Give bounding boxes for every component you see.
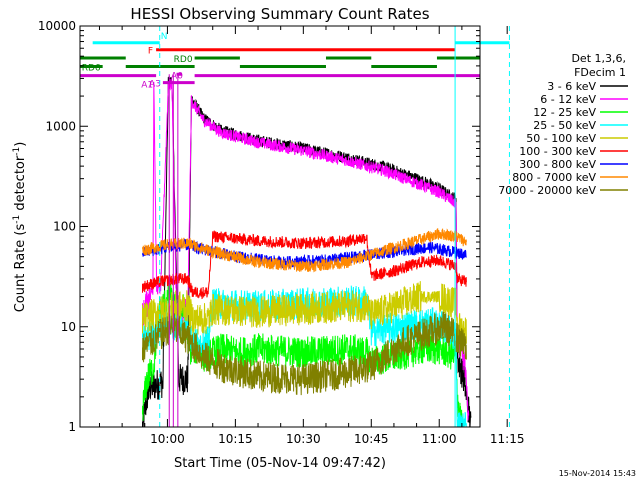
legend-label-6: 300 - 800 keV	[519, 158, 596, 171]
legend-label-0: 3 - 6 keV	[547, 80, 596, 93]
series-line-4	[142, 281, 467, 346]
legend-label-3: 25 - 50 keV	[533, 119, 596, 132]
flag-label-a3: A3	[149, 80, 161, 90]
legend-label-8: 7000 - 20000 keV	[498, 184, 596, 197]
series-line-7	[142, 228, 467, 273]
y-axis-label: Count Rate (s-1 detector-1)	[12, 142, 28, 313]
flag-label-f: F	[148, 47, 153, 57]
legend-header-2: FDecim 1	[574, 66, 626, 79]
series-layer	[142, 76, 472, 427]
y-tick-label-1: 10	[61, 320, 76, 334]
series-line-8	[142, 311, 467, 396]
y-axis-label-mid: detector	[13, 155, 28, 215]
x-tick-label-0: 10:00	[150, 432, 185, 446]
x-tick-label-2: 10:30	[286, 432, 321, 446]
flag-label-n: N	[161, 32, 168, 42]
y-tick-label-3: 1000	[45, 119, 76, 133]
legend-label-5: 100 - 300 keV	[519, 145, 596, 158]
x-axis-label: Start Time (05-Nov-14 09:47:42)	[174, 456, 386, 471]
legend-label-4: 50 - 100 keV	[526, 132, 596, 145]
y-axis-label-sup1: -1	[12, 215, 22, 224]
flag-label-a1: A1	[141, 81, 153, 91]
series-line-5	[142, 230, 467, 300]
chart-title: HESSI Observing Summary Count Rates	[130, 5, 429, 23]
x-tick-label-4: 11:00	[422, 432, 457, 446]
legend-label-7: 800 - 7000 keV	[512, 171, 596, 184]
series-line-1	[142, 78, 470, 421]
legend-header-1: Det 1,3,6,	[571, 52, 626, 65]
x-tick-label-3: 10:45	[354, 432, 389, 446]
y-axis-label-sup2: -1	[12, 147, 22, 156]
legend-label-2: 12 - 25 keV	[533, 106, 596, 119]
axes-layer: 10:00 10:15 10:30 10:45 11:00 11:15 1 10 100 1000…	[38, 19, 525, 446]
y-axis-label-main: Count Rate (s	[13, 224, 28, 313]
footer-timestamp: 15-Nov-2014 15:43	[559, 469, 636, 478]
x-tick-label-5: 11:15	[490, 432, 525, 446]
y-tick-label-0: 1	[68, 420, 76, 434]
y-tick-label-4: 10000	[38, 19, 76, 33]
flag-label-rd6: RD6	[82, 63, 101, 73]
x-tick-label-1: 10:15	[218, 432, 253, 446]
y-axis-label-end: )	[13, 142, 28, 147]
flag-label-a0: A0	[171, 71, 183, 81]
flag-label-rd0: RD0	[174, 55, 193, 65]
legend-label-1: 6 - 12 keV	[540, 93, 596, 106]
plot-frame	[79, 25, 481, 428]
y-tick-label-2: 100	[53, 220, 76, 234]
